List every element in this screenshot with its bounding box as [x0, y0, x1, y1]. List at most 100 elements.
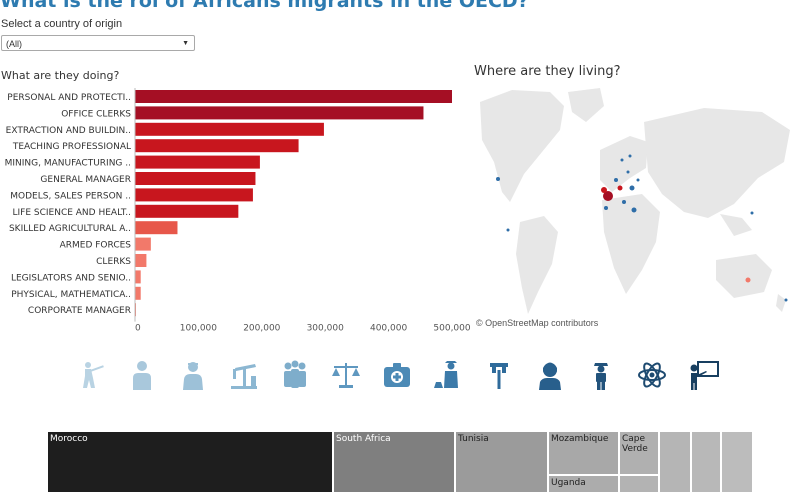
bar-label: LIFE SCIENCE AND HEALT.. [12, 208, 131, 218]
occupation-chart-title: What are they doing? [1, 69, 120, 82]
soldier-icon[interactable] [584, 358, 618, 392]
country-select-value: (All) [6, 39, 22, 49]
map-markers [496, 154, 788, 302]
chevron-down-icon: ▼ [182, 40, 189, 47]
bar[interactable] [135, 270, 141, 284]
treemap-label: Tunisia [458, 434, 489, 444]
bar[interactable] [135, 155, 260, 169]
treemap-cell[interactable] [659, 431, 691, 493]
page-title: What is the rol of Africans migrants in … [0, 0, 529, 12]
x-tick-label: 400,000 [370, 324, 407, 334]
teacher-icon[interactable] [686, 358, 720, 392]
medical-kit-icon[interactable] [380, 358, 414, 392]
north-america [480, 90, 564, 202]
x-tick-label: 100,000 [180, 324, 217, 334]
map-marker [745, 277, 751, 283]
treemap-label: Mozambique [551, 434, 609, 444]
australia [716, 254, 772, 298]
treemap-cell-tunisia[interactable]: Tunisia [455, 431, 548, 493]
bar-label: CORPORATE MANAGER [28, 306, 131, 316]
x-tick-label: 300,000 [307, 324, 344, 334]
nurse-icon[interactable] [176, 358, 210, 392]
map-marker [496, 177, 500, 181]
bar[interactable] [135, 237, 151, 251]
greenland [568, 88, 604, 122]
mining-tool-icon[interactable] [482, 358, 516, 392]
origin-country-treemap: Morocco South Africa Tunisia Mozambique … [47, 431, 753, 493]
receptionist-icon[interactable] [533, 358, 567, 392]
bar[interactable] [135, 286, 141, 300]
new-zealand [776, 294, 786, 312]
bar-label: SKILLED AGRICULTURAL A.. [9, 224, 131, 234]
world-map[interactable] [472, 82, 800, 327]
southeast-asia [720, 214, 752, 236]
treemap-cell[interactable] [691, 431, 721, 493]
bar[interactable] [135, 106, 424, 120]
bar-label: TEACHING PROFESSIONAL [12, 142, 131, 152]
bar-label: PERSONAL AND PROTECTI.. [7, 93, 131, 103]
group-icon[interactable] [278, 358, 312, 392]
map-marker [750, 211, 754, 215]
treemap-cell-mozambique[interactable]: Mozambique [548, 431, 619, 475]
map-marker [620, 158, 624, 162]
bar-label: PHYSICAL, MATHEMATICA.. [11, 290, 131, 300]
africa [602, 194, 660, 294]
map-marker [784, 298, 788, 302]
map-marker [604, 206, 608, 210]
bar[interactable] [135, 221, 178, 235]
bar-label: OFFICE CLERKS [61, 109, 131, 119]
bar[interactable] [135, 204, 239, 218]
treemap-cell-morocco[interactable]: Morocco [47, 431, 333, 493]
continents [480, 88, 790, 314]
europe [600, 136, 648, 192]
occupation-icon-row [75, 358, 725, 392]
treemap-label: South Africa [336, 434, 391, 444]
bar[interactable] [135, 139, 299, 153]
country-select[interactable]: (All) ▼ [1, 35, 195, 51]
map-marker [629, 185, 635, 191]
bar-label: EXTRACTION AND BUILDIN.. [6, 126, 131, 136]
map-marker [636, 178, 640, 182]
bar-label: ARMED FORCES [60, 241, 132, 251]
treemap-cell-south-africa[interactable]: South Africa [333, 431, 455, 493]
south-america [516, 216, 558, 314]
treemap-label: Cape Verde [622, 434, 648, 454]
bar[interactable] [135, 172, 256, 185]
bar[interactable] [135, 188, 253, 202]
bar[interactable] [135, 90, 452, 103]
oil-pump-icon[interactable] [227, 358, 261, 392]
treemap-cell-uganda[interactable]: Uganda [548, 475, 619, 493]
map-marker [506, 228, 510, 232]
farmer-icon[interactable] [431, 358, 465, 392]
x-tick-label: 500,000 [433, 324, 470, 334]
treemap-cell[interactable] [619, 475, 659, 493]
x-tick-label: 200,000 [243, 324, 280, 334]
person-icon[interactable] [125, 358, 159, 392]
map-marker [631, 207, 637, 213]
treemap-cell-cape-verde[interactable]: Cape Verde [619, 431, 659, 475]
bar-label: GENERAL MANAGER [40, 175, 131, 185]
map-marker [601, 187, 607, 193]
hunter-icon[interactable] [75, 358, 109, 392]
map-marker [603, 191, 613, 201]
occupation-bar-chart: PERSONAL AND PROTECTI.. OFFICE CLERKS EXTR… [5, 88, 470, 334]
justice-scale-icon[interactable] [329, 358, 363, 392]
map-marker [628, 154, 632, 158]
country-filter-label: Select a country of origin [1, 18, 123, 30]
atom-icon[interactable] [635, 358, 669, 392]
map-marker [626, 170, 630, 174]
map-credit: © OpenStreetMap contributors [476, 318, 599, 328]
asia [644, 108, 790, 218]
treemap-cell[interactable] [721, 431, 753, 493]
bar[interactable] [135, 122, 324, 136]
map-marker [614, 178, 618, 182]
bar-label: LEGISLATORS AND SENIO.. [11, 273, 131, 283]
bar-label: MINING, MANUFACTURING .. [5, 159, 131, 169]
bar[interactable] [135, 254, 147, 267]
bar-label: MODELS, SALES PERSON .. [10, 191, 131, 201]
treemap-label: Morocco [50, 434, 88, 444]
map-marker [622, 200, 626, 204]
bar-label: CLERKS [96, 257, 131, 267]
map-title: Where are they living? [474, 64, 621, 79]
treemap-label: Uganda [551, 478, 586, 488]
